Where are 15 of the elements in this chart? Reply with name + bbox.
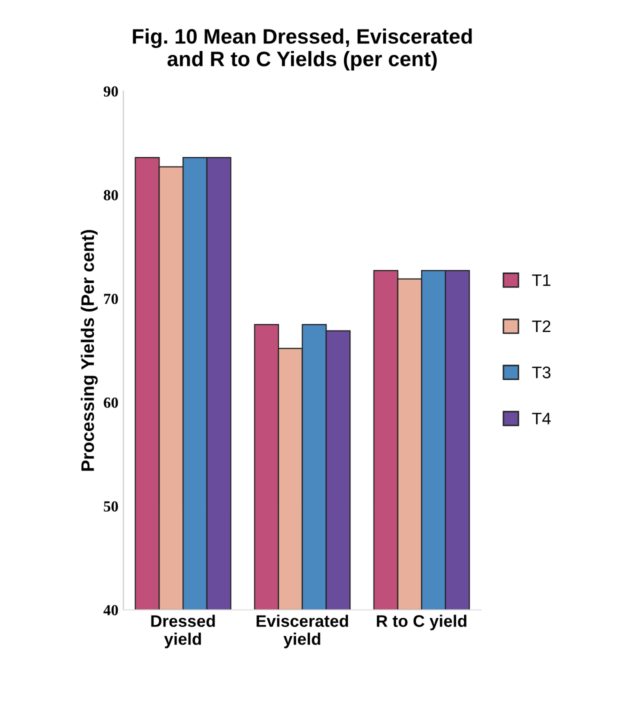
y-tick-label: 80 [104,190,118,200]
y-tick-label: 40 [103,605,118,616]
y-tick-label: 50 [104,501,118,512]
y-tick-label: 60 [104,398,118,408]
x-tick-label: Dressed yield [151,614,215,648]
legend-label: T3 [532,366,550,378]
x-tick-label: R to C yield [376,614,466,630]
legend-label: T2 [532,320,550,332]
chart-title: Fig. 10 Mean Dressed, Eviscerated and R to C Yields (per cent) [132,28,472,70]
y-tick-label: 90 [104,86,118,97]
x-tick-label: Eviscerated yield [256,614,348,648]
legend-label: T1 [532,274,550,286]
legend-label: T4 [532,412,551,424]
y-tick-label: 70 [104,294,118,304]
y-axis-title: Processing Yields (Per cent) [80,230,98,471]
